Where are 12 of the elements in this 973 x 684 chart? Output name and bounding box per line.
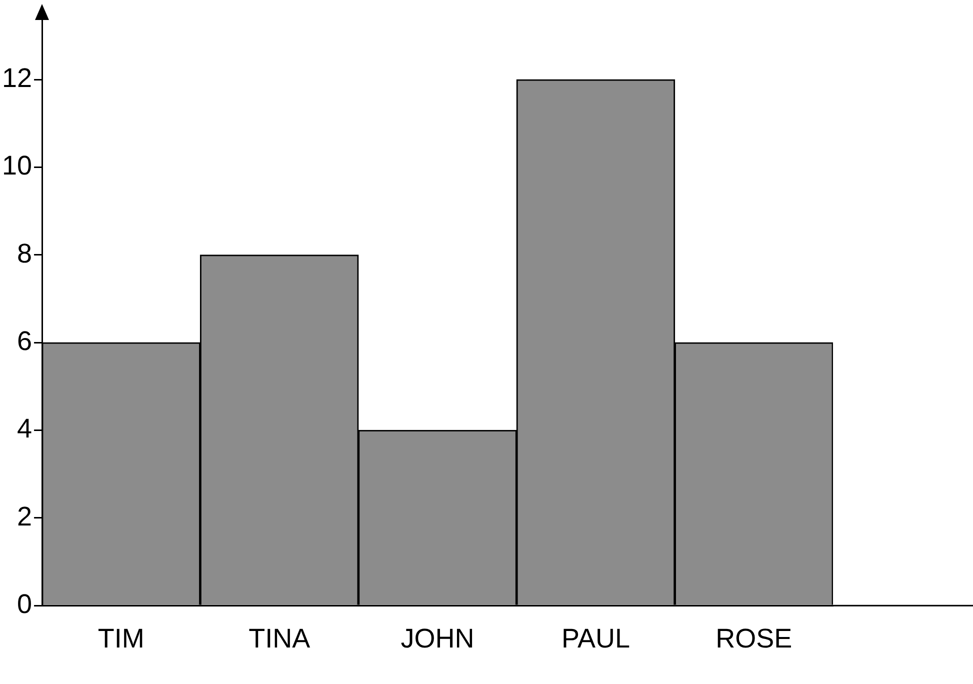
y-tick-label: 10 xyxy=(2,150,32,181)
y-tick-label: 2 xyxy=(17,501,32,532)
x-tick-label: JOHN xyxy=(400,623,474,654)
y-tick-label: 12 xyxy=(2,63,32,94)
y-tick-label: 6 xyxy=(17,326,32,356)
x-tick-label: PAUL xyxy=(561,623,630,654)
y-tick-label: 4 xyxy=(17,414,32,444)
x-tick-label: TIM xyxy=(98,623,144,654)
x-tick-label: TINA xyxy=(248,623,310,654)
x-tick-label: ROSE xyxy=(716,623,792,654)
y-tick-label: 0 xyxy=(17,589,32,620)
y-tick-label: 8 xyxy=(17,238,32,268)
